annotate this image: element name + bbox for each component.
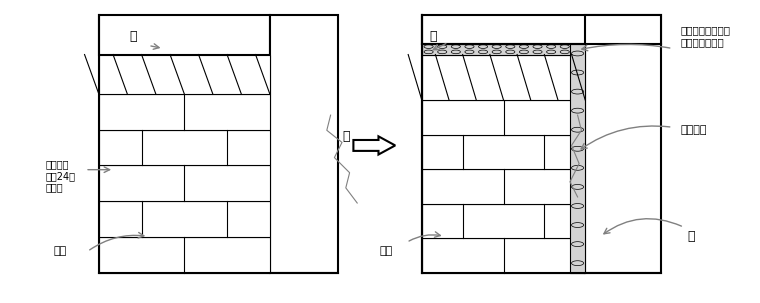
Bar [99, 55, 270, 94]
Bar [99, 165, 270, 201]
Bar [422, 238, 585, 273]
Text: 砌体: 砌体 [53, 246, 66, 257]
Bar [585, 15, 661, 273]
Text: 梁: 梁 [429, 30, 437, 43]
Bar [99, 201, 270, 237]
Bar [422, 100, 585, 135]
Bar [422, 15, 661, 44]
Text: 斜砌顶紧: 斜砌顶紧 [680, 125, 707, 135]
Text: 柱: 柱 [342, 130, 350, 143]
Bar [422, 169, 585, 204]
Bar [422, 204, 585, 238]
Bar [422, 44, 585, 55]
Text: 砌体与钢筋混凝土
交接面铺钢丝网: 砌体与钢筋混凝土 交接面铺钢丝网 [680, 25, 730, 47]
Bar [570, 44, 585, 273]
Text: 砌体: 砌体 [380, 246, 393, 257]
Bar [422, 55, 585, 100]
Bar [99, 15, 270, 55]
Text: 梁: 梁 [129, 30, 137, 43]
Bar [99, 94, 270, 130]
Bar [99, 237, 270, 273]
Text: 砌筑完后
停置24小
时以上: 砌筑完后 停置24小 时以上 [46, 159, 75, 192]
Bar [422, 135, 585, 169]
Bar [99, 130, 270, 165]
Bar [270, 15, 338, 273]
Polygon shape [353, 136, 395, 155]
Text: 柱: 柱 [688, 230, 695, 243]
